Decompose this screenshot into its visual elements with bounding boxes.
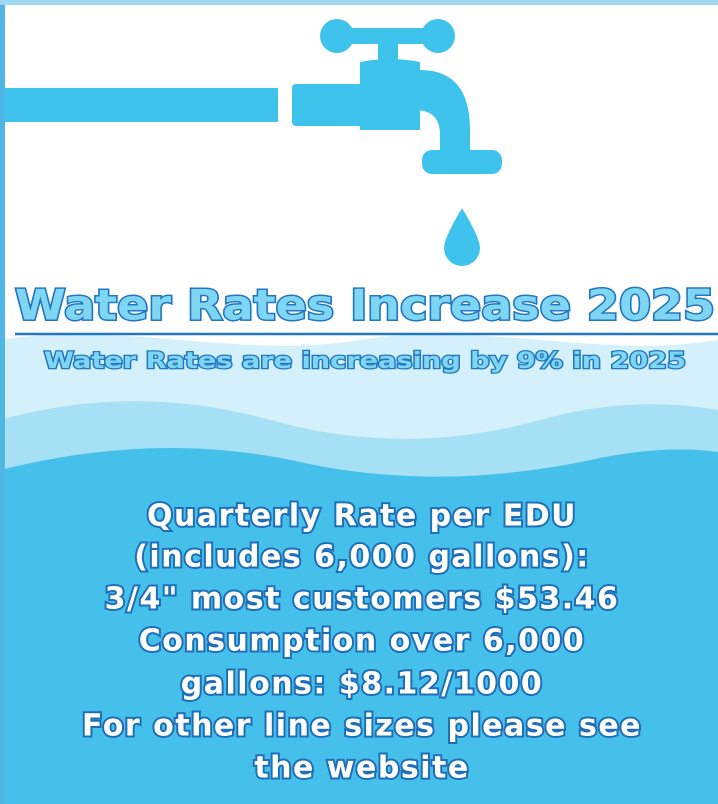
body-text: Quarterly Rate per EDU (includes 6,000 g… xyxy=(82,499,642,786)
body-line: Quarterly Rate per EDU xyxy=(147,499,577,534)
edge-strip xyxy=(0,0,5,804)
body-line: For other line sizes please see xyxy=(82,709,642,744)
body-line: Consumption over 6,000 xyxy=(139,624,586,659)
body-line: gallons: $8.12/1000 xyxy=(181,667,543,702)
subtitle: Water Rates are increasing by 9% in 2025 xyxy=(44,349,686,374)
body-line: 3/4" most customers $53.46 xyxy=(105,582,620,617)
body-line: the website xyxy=(254,751,469,786)
page: {"title": "Water Rates Increase 2025", "… xyxy=(0,0,718,804)
infographic: Water Rates Increase 2025 Water Rates ar… xyxy=(0,0,718,804)
title: Water Rates Increase 2025 xyxy=(15,281,715,330)
body-line: (includes 6,000 gallons): xyxy=(134,540,590,575)
edge-strip xyxy=(0,0,718,5)
